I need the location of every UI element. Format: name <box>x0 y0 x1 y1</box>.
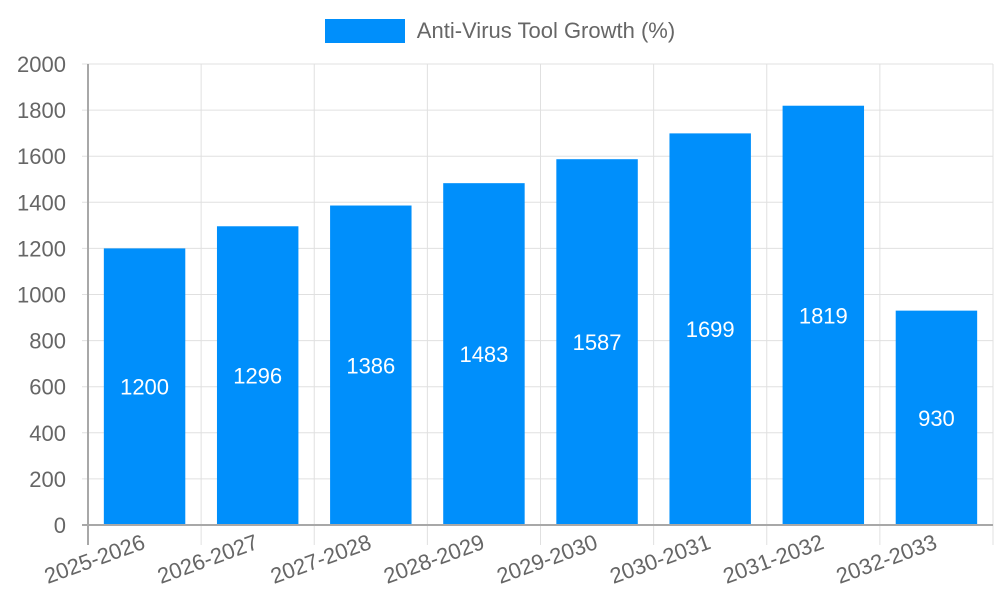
bar-value-label: 1819 <box>799 303 848 328</box>
y-tick-label: 200 <box>29 467 66 492</box>
chart-legend: Anti-Virus Tool Growth (%) <box>0 18 1000 44</box>
legend-label[interactable]: Anti-Virus Tool Growth (%) <box>416 18 676 43</box>
bar-2032-2033[interactable] <box>895 310 978 525</box>
y-tick-label: 400 <box>29 421 66 446</box>
x-tick-label: 2032-2033 <box>833 529 940 588</box>
bar-2028-2029[interactable] <box>443 183 525 525</box>
y-tick-label: 1000 <box>17 283 66 308</box>
bar-2027-2028[interactable] <box>330 205 412 526</box>
bar-value-label: 1699 <box>686 317 735 342</box>
x-tick-label: 2027-2028 <box>267 529 374 588</box>
y-tick-label: 1400 <box>17 190 66 215</box>
x-tick-label: 2031-2032 <box>720 529 827 588</box>
y-tick-label: 1600 <box>17 144 66 169</box>
legend-swatch[interactable] <box>324 19 405 43</box>
x-tick-label: 2028-2029 <box>380 529 487 588</box>
bar-value-label: 1386 <box>346 353 395 378</box>
bar-value-label: 1587 <box>573 330 622 355</box>
bar-value-label: 1483 <box>459 342 508 367</box>
y-tick-label: 1800 <box>17 98 66 123</box>
bar-value-label: 930 <box>918 406 955 431</box>
y-tick-label: 0 <box>54 513 66 538</box>
y-tick-label: 600 <box>29 375 66 400</box>
x-tick-label: 2025-2026 <box>41 529 148 588</box>
bar-2025-2026[interactable] <box>103 248 186 525</box>
bar-2029-2030[interactable] <box>556 159 638 525</box>
x-tick-label: 2030-2031 <box>606 529 713 588</box>
x-tick-label: 2026-2027 <box>154 529 261 588</box>
bar-2026-2027[interactable] <box>216 226 299 525</box>
y-tick-label: 2000 <box>17 52 66 77</box>
bar-2030-2031[interactable] <box>669 133 751 525</box>
y-tick-label: 800 <box>29 329 66 354</box>
bar-value-label: 1296 <box>233 364 282 389</box>
bar-2031-2032[interactable] <box>782 105 865 526</box>
y-tick-label: 1200 <box>17 236 66 261</box>
bar-value-label: 1200 <box>120 375 169 400</box>
x-tick-label: 2029-2030 <box>493 529 600 588</box>
